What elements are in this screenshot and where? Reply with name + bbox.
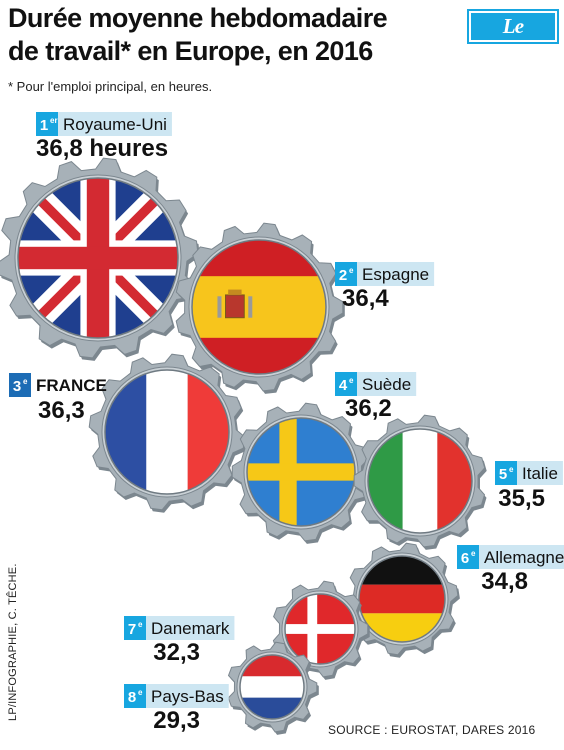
country-name: Royaume-Uni (63, 115, 167, 134)
country-name: Espagne (362, 265, 429, 284)
rank-badge (495, 461, 517, 485)
rank-badge (335, 372, 357, 396)
gear-uk (0, 157, 200, 361)
rank-suffix: e (349, 266, 354, 275)
uk-flag-icon (18, 178, 178, 338)
title-line-2: de travail* en Europe, en 2016 (8, 36, 373, 66)
value-label: 35,5 (498, 485, 545, 512)
rank-badge (124, 684, 146, 708)
country-label-bg (517, 461, 563, 485)
value-label: 34,8 (481, 568, 528, 595)
rank-number: 7 (128, 621, 136, 638)
le-parisien-logo: Le Parisien (467, 9, 559, 69)
rank-badge (124, 616, 146, 640)
rank-suffix: e (471, 549, 476, 558)
country-label-bg (146, 616, 235, 640)
rank-suffix: e (509, 465, 514, 474)
france-flag-icon (105, 370, 229, 494)
infographic-credit: LP/INFOGRAPHIE, C. TÊCHE. (7, 563, 19, 721)
country-name: Danemark (151, 619, 230, 638)
country-name: FRANCE (36, 376, 107, 395)
source-note: SOURCE : EUROSTAT, DARES 2016 (328, 723, 536, 737)
gear-netherlands (227, 641, 319, 735)
rank-number: 2 (339, 267, 347, 284)
rank-label-5: 5 e Italie 35,5 (495, 461, 563, 512)
rank-suffix: e (349, 376, 354, 385)
country-name: Allemagne (484, 548, 564, 567)
rank-suffix: er (50, 116, 58, 125)
subtitle: * Pour l'emploi principal, en heures. (8, 79, 213, 94)
rank-number: 8 (128, 689, 136, 706)
country-name: Suède (362, 375, 411, 394)
denmark-flag-icon (285, 594, 355, 664)
country-name: Pays-Bas (151, 687, 224, 706)
gear-germany (345, 542, 460, 658)
country-label-bg (58, 112, 172, 136)
rank-number: 4 (339, 377, 348, 394)
value-label: 29,3 (153, 707, 200, 734)
netherlands-flag-icon (240, 655, 304, 719)
rank-number: 1 (40, 117, 48, 134)
country-label-bg (146, 684, 229, 708)
rank-suffix: e (138, 688, 143, 697)
rank-suffix: e (138, 620, 143, 629)
rank-badge (335, 262, 357, 286)
country-label-bg (357, 372, 417, 396)
value-label: 36,4 (342, 285, 389, 312)
value-label: 36,3 (38, 397, 85, 424)
rank-badge (9, 373, 31, 397)
value-label: 36,2 (345, 395, 392, 422)
rank-suffix: e (23, 377, 28, 386)
country-label-bg (479, 545, 564, 569)
spain-flag-icon (192, 240, 326, 374)
sweden-flag-icon (247, 418, 355, 526)
gear-sweden (231, 402, 371, 544)
rank-badge (36, 112, 58, 136)
value-label: 36,8 heures (36, 135, 168, 162)
rank-badge (457, 545, 479, 569)
italy-flag-icon (368, 429, 472, 533)
gear-spain (175, 222, 345, 394)
rank-number: 5 (499, 466, 507, 483)
value-label: 32,3 (153, 639, 200, 666)
rank-number: 3 (13, 378, 21, 395)
title-line-1: Durée moyenne hebdomadaire (8, 3, 388, 33)
gear-france (88, 353, 247, 513)
country-label-bg (357, 262, 435, 286)
gear-italy (353, 414, 487, 550)
rank-label-3: 3 e FRANCE 36,3 (9, 373, 107, 424)
rank-number: 6 (461, 550, 469, 567)
country-name: Italie (522, 464, 558, 483)
page-title: Durée moyenne hebdomadaire de travail* e… (8, 2, 448, 68)
